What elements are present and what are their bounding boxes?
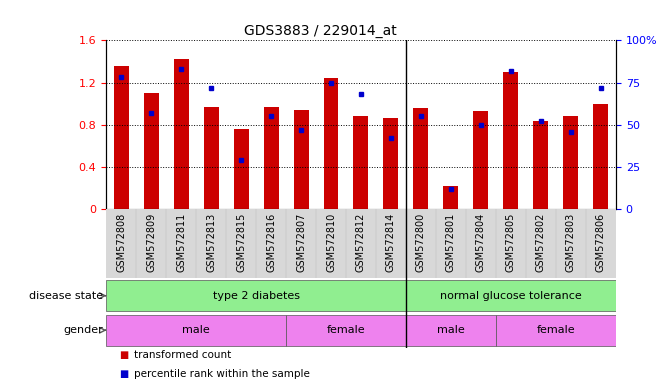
Bar: [174, 59, 189, 209]
Bar: [264, 107, 278, 209]
Bar: [406, 315, 496, 346]
Text: GSM572801: GSM572801: [446, 213, 456, 272]
Title: GDS3883 / 229014_at: GDS3883 / 229014_at: [244, 24, 397, 38]
Text: GSM572804: GSM572804: [476, 213, 486, 272]
Text: GSM572816: GSM572816: [266, 213, 276, 272]
Text: ■: ■: [119, 369, 129, 379]
Bar: [106, 315, 286, 346]
Text: GSM572814: GSM572814: [386, 213, 396, 272]
Bar: [354, 116, 368, 209]
Bar: [413, 108, 429, 209]
Bar: [474, 111, 488, 209]
Text: gender: gender: [63, 325, 103, 335]
Text: GSM572815: GSM572815: [236, 213, 246, 272]
Text: GSM572810: GSM572810: [326, 213, 336, 272]
Text: GSM572800: GSM572800: [416, 213, 426, 272]
Bar: [106, 209, 616, 278]
Text: male: male: [182, 325, 210, 335]
Text: type 2 diabetes: type 2 diabetes: [213, 291, 299, 301]
Text: disease state: disease state: [29, 291, 103, 301]
Bar: [323, 78, 338, 209]
Bar: [293, 110, 309, 209]
Bar: [503, 72, 519, 209]
Bar: [384, 118, 399, 209]
Bar: [593, 104, 609, 209]
Text: male: male: [437, 325, 465, 335]
Text: GSM572802: GSM572802: [536, 213, 546, 272]
Text: normal glucose tolerance: normal glucose tolerance: [440, 291, 582, 301]
Bar: [533, 121, 548, 209]
Text: transformed count: transformed count: [134, 349, 231, 360]
Text: GSM572811: GSM572811: [176, 213, 186, 272]
Bar: [496, 315, 616, 346]
Bar: [564, 116, 578, 209]
Text: female: female: [327, 325, 365, 335]
Text: female: female: [537, 325, 575, 335]
Text: GSM572812: GSM572812: [356, 213, 366, 272]
Text: ■: ■: [119, 349, 129, 360]
Bar: [203, 107, 219, 209]
Bar: [106, 280, 406, 311]
Text: GSM572807: GSM572807: [296, 213, 306, 272]
Text: GSM572813: GSM572813: [206, 213, 216, 272]
Bar: [444, 186, 458, 209]
Bar: [234, 129, 248, 209]
Text: GSM572808: GSM572808: [116, 213, 126, 272]
Bar: [286, 315, 406, 346]
Bar: [406, 280, 616, 311]
Text: GSM572809: GSM572809: [146, 213, 156, 272]
Text: percentile rank within the sample: percentile rank within the sample: [134, 369, 310, 379]
Text: GSM572805: GSM572805: [506, 213, 516, 272]
Text: GSM572806: GSM572806: [596, 213, 606, 272]
Text: GSM572803: GSM572803: [566, 213, 576, 272]
Bar: [113, 66, 129, 209]
Bar: [144, 93, 158, 209]
